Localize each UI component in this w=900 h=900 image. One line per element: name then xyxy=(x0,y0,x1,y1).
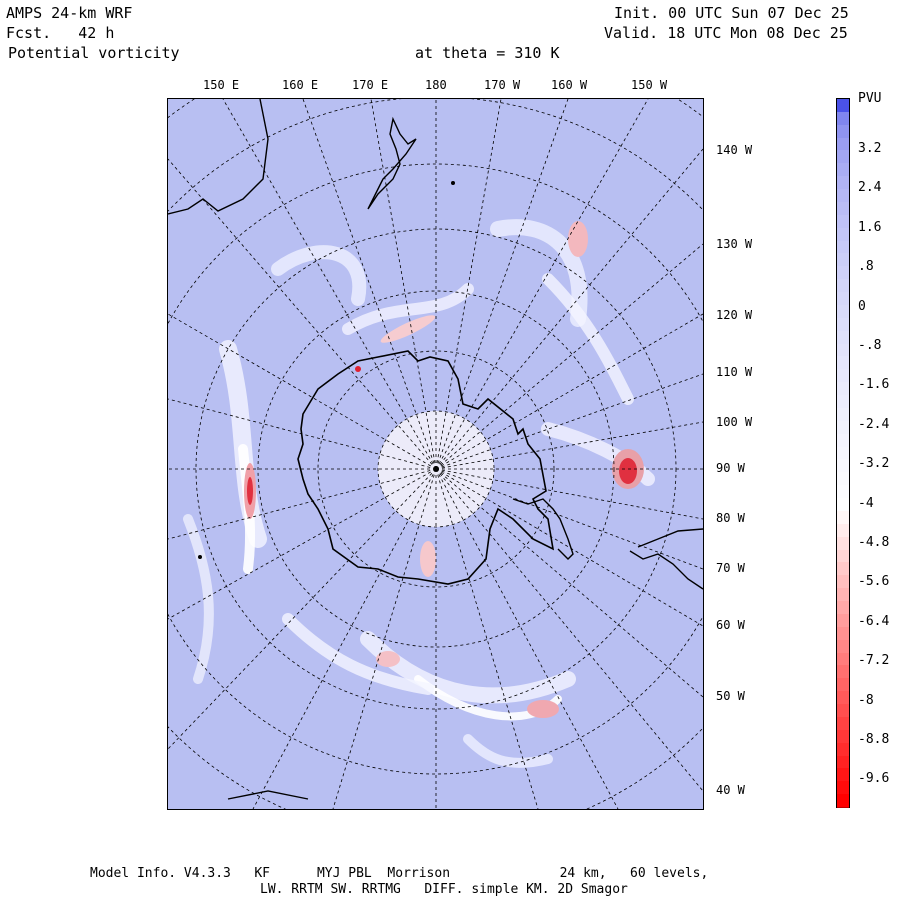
init-time: Init. 00 UTC Sun 07 Dec 25 xyxy=(614,4,849,22)
colorbar-tick-label: 0 xyxy=(858,298,866,314)
lon-label-170w: 170 W xyxy=(484,78,521,92)
colorbar-tick-label: -8.8 xyxy=(858,732,890,747)
side-label-50w: 50 W xyxy=(716,689,745,703)
side-label-60w: 60 W xyxy=(716,618,745,632)
forecast-hour: Fcst. 42 h xyxy=(6,24,115,42)
island-marker xyxy=(198,555,202,559)
model-title: AMPS 24-km WRF xyxy=(6,4,133,22)
new-zealand-coastline xyxy=(367,116,417,210)
colorbar-tick-label: -7.2 xyxy=(858,653,890,669)
colorbar-tick-label: -5.6 xyxy=(858,574,890,590)
colorbar-tick-label: -6.4 xyxy=(858,613,890,629)
colorbar-tick-label: 3.2 xyxy=(858,141,882,156)
side-label-110w: 110 W xyxy=(716,365,753,379)
side-label-90w: 90 W xyxy=(716,461,745,475)
side-label-140w: 140 W xyxy=(716,143,753,157)
bottom-coastline xyxy=(227,790,309,800)
pv-anomalies xyxy=(244,221,644,718)
colorbar-tick-label: -4.8 xyxy=(858,535,890,550)
colorbar-tick-label: -2.4 xyxy=(858,416,890,432)
colorbar-unit: PVU xyxy=(858,91,882,106)
colorbar-tick-label: -4 xyxy=(858,495,874,511)
side-label-100w: 100 W xyxy=(716,415,753,429)
lon-label-160e: 160 E xyxy=(282,78,319,92)
antarctica-coastline xyxy=(297,350,555,585)
lon-label-150w: 150 W xyxy=(631,78,668,92)
colorbar-tick-label: -1.6 xyxy=(858,377,890,393)
australia-coastline xyxy=(168,99,269,215)
antarctic-peninsula-coastline xyxy=(512,498,574,560)
pv-map xyxy=(167,98,704,810)
colorbar-tick-label: 1.6 xyxy=(858,219,882,235)
side-label-130w: 130 W xyxy=(716,237,753,251)
side-label-120w: 120 W xyxy=(716,308,753,322)
field-name: Potential vorticity xyxy=(8,44,180,62)
colorbar-tick-label: -.8 xyxy=(858,338,882,353)
model-info-line2: LW. RRTM SW. RRTMG DIFF. simple KM. 2D S… xyxy=(260,882,628,897)
lon-label-170e: 170 E xyxy=(352,78,389,92)
side-label-80w: 80 W xyxy=(716,511,745,525)
island-marker xyxy=(451,181,455,185)
side-label-40w: 40 W xyxy=(716,783,745,797)
model-info-line1: Model Info. V4.3.3 KF MYJ PBL Morrison 2… xyxy=(90,866,709,881)
colorbar-tick-label: -3.2 xyxy=(858,456,890,472)
colorbar-tick-label: .8 xyxy=(858,259,874,275)
side-label-70w: 70 W xyxy=(716,561,745,575)
lon-label-180: 180 xyxy=(425,78,447,92)
colorbar-tick-label: -8 xyxy=(858,692,874,708)
colorbar-segment xyxy=(837,794,849,809)
lon-label-150e: 150 E xyxy=(203,78,240,92)
map-canvas xyxy=(168,99,703,809)
theta-level: at theta = 310 K xyxy=(415,44,560,62)
colorbar-tick-label: 2.4 xyxy=(858,180,882,196)
colorbar-tick-label: -9.6 xyxy=(858,771,890,787)
valid-time: Valid. 18 UTC Mon 08 Dec 25 xyxy=(604,24,848,42)
south-america-coastline xyxy=(629,528,703,590)
lon-label-160w: 160 W xyxy=(551,78,588,92)
colorbar xyxy=(836,98,850,809)
